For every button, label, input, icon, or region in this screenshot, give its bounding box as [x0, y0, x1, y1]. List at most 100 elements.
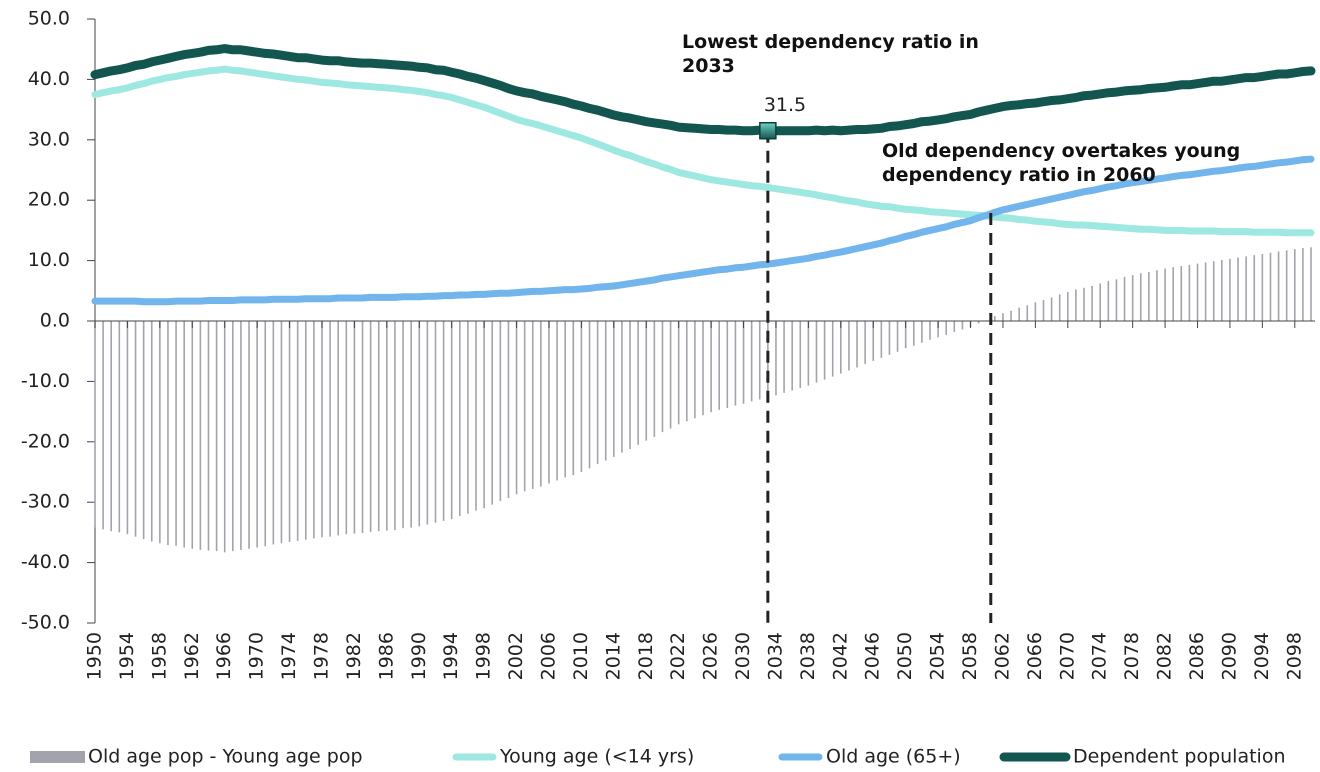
bar	[661, 321, 664, 433]
bar	[426, 321, 429, 525]
bar	[580, 321, 583, 472]
bar	[248, 321, 250, 549]
bar	[499, 321, 502, 501]
x-tick-label: 1974	[278, 632, 300, 680]
bar	[1310, 247, 1312, 321]
bar	[215, 321, 218, 552]
bar	[1075, 289, 1077, 321]
x-tick-label: 2002	[505, 632, 527, 680]
bar	[604, 321, 607, 461]
bar	[337, 321, 339, 536]
bar	[223, 321, 226, 553]
bar	[994, 316, 996, 321]
bar	[548, 321, 550, 484]
x-tick-label: 2014	[602, 632, 624, 680]
bar	[1115, 279, 1118, 321]
x-tick-label: 2058	[959, 632, 981, 680]
bar	[1302, 247, 1304, 321]
bar	[1002, 313, 1004, 321]
bar	[515, 321, 518, 495]
bar	[296, 321, 299, 541]
y-tick-label: 50.0	[28, 8, 70, 30]
bar	[240, 321, 242, 550]
x-tick-label: 2098	[1283, 632, 1305, 680]
bar	[718, 321, 721, 410]
x-tick-label: 2050	[894, 632, 916, 680]
x-tick-label: 2082	[1154, 632, 1176, 680]
bar	[321, 321, 323, 538]
bar	[896, 321, 899, 352]
bar	[207, 321, 210, 551]
bar	[1277, 251, 1280, 321]
bar	[1196, 263, 1199, 321]
bar	[1261, 253, 1264, 321]
bar	[921, 321, 923, 343]
bar	[783, 321, 785, 393]
legend-label: Young age (<14 yrs)	[499, 746, 694, 768]
y-tick-label: 40.0	[28, 68, 70, 90]
bar	[1131, 275, 1134, 321]
point-marker	[759, 121, 777, 140]
bar	[1034, 302, 1037, 321]
bar	[807, 321, 810, 386]
bar	[118, 321, 121, 533]
bar	[313, 321, 315, 539]
bar	[491, 321, 494, 505]
bar	[394, 321, 396, 530]
y-tick-label: -30.0	[21, 491, 70, 513]
bar	[629, 321, 631, 450]
bar	[467, 321, 469, 514]
bar	[1050, 297, 1053, 321]
bar	[1010, 310, 1012, 321]
bar	[483, 321, 485, 509]
bar	[929, 321, 931, 340]
x-tick-label: 2030	[732, 632, 754, 680]
bar	[1245, 256, 1247, 321]
bar	[694, 321, 696, 419]
x-tick-label: 1954	[116, 632, 138, 680]
bar	[256, 321, 258, 548]
annotation: Lowest dependency ratio in 2033	[682, 31, 979, 77]
line	[91, 65, 1315, 237]
line	[91, 155, 1315, 306]
y-tick-label: -40.0	[21, 551, 70, 573]
x-tick-label: 2094	[1251, 632, 1273, 680]
bar	[1212, 261, 1215, 321]
bar	[742, 321, 745, 404]
x-tick-label: 2022	[667, 632, 689, 680]
bar	[669, 321, 672, 429]
x-tick-label: 2042	[829, 632, 851, 680]
bar	[1123, 276, 1126, 321]
bar	[1107, 281, 1110, 321]
bar	[888, 321, 891, 355]
bar	[1269, 252, 1272, 321]
bar	[159, 321, 161, 544]
legend-label: Old age pop - Young age pop	[88, 746, 363, 768]
bar	[1164, 268, 1166, 321]
bar	[540, 321, 542, 487]
bar	[1091, 285, 1093, 321]
bar	[353, 321, 356, 534]
bar	[613, 321, 615, 457]
bar	[799, 321, 802, 389]
bar	[685, 321, 688, 422]
bar	[775, 321, 777, 396]
bar	[702, 321, 704, 416]
bar	[872, 321, 875, 361]
x-tick-label: 1970	[246, 632, 268, 680]
bar	[621, 321, 623, 453]
x-tick-label: 2074	[1089, 632, 1111, 680]
bar	[369, 321, 372, 532]
x-tick-label: 2090	[1218, 632, 1240, 680]
y-tick-label: -20.0	[21, 430, 70, 452]
legend-swatch	[30, 751, 85, 763]
bar	[1042, 299, 1045, 321]
bar	[442, 321, 445, 521]
bar	[556, 321, 558, 481]
bar	[840, 321, 842, 374]
bar	[1285, 250, 1288, 321]
x-tick-label: 1990	[408, 632, 430, 680]
x-tick-label: 2010	[570, 632, 592, 680]
bar	[167, 321, 169, 546]
bar	[1099, 283, 1102, 321]
